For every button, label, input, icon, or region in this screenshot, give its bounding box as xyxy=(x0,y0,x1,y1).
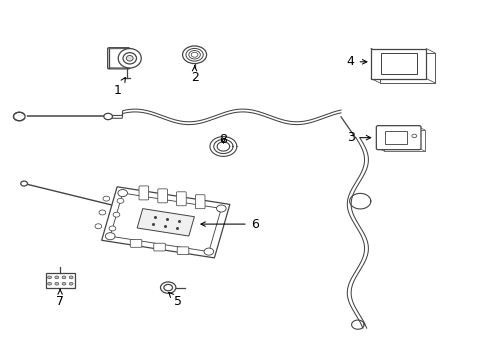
Text: 6: 6 xyxy=(201,217,259,231)
Polygon shape xyxy=(380,53,435,83)
Circle shape xyxy=(21,181,27,186)
Circle shape xyxy=(103,196,110,201)
Bar xyxy=(385,131,408,144)
FancyBboxPatch shape xyxy=(196,195,205,209)
Circle shape xyxy=(104,113,113,120)
Text: 2: 2 xyxy=(191,66,198,84)
Bar xyxy=(381,53,416,74)
Circle shape xyxy=(69,282,73,285)
Text: 8: 8 xyxy=(220,133,227,146)
Ellipse shape xyxy=(126,55,133,61)
Text: 1: 1 xyxy=(114,77,125,96)
FancyBboxPatch shape xyxy=(158,189,168,203)
FancyBboxPatch shape xyxy=(176,192,186,206)
Circle shape xyxy=(118,189,127,197)
FancyBboxPatch shape xyxy=(130,239,142,247)
Text: 5: 5 xyxy=(169,293,182,308)
Circle shape xyxy=(412,134,416,138)
Polygon shape xyxy=(137,209,195,236)
FancyBboxPatch shape xyxy=(376,126,421,150)
Polygon shape xyxy=(384,130,425,151)
Circle shape xyxy=(48,276,51,279)
Circle shape xyxy=(55,276,59,279)
Polygon shape xyxy=(110,193,221,252)
Circle shape xyxy=(204,248,214,255)
FancyBboxPatch shape xyxy=(139,186,148,200)
Circle shape xyxy=(95,224,102,229)
Circle shape xyxy=(161,282,176,293)
Circle shape xyxy=(99,210,106,215)
Circle shape xyxy=(109,226,116,231)
FancyBboxPatch shape xyxy=(108,48,130,69)
Circle shape xyxy=(48,282,51,285)
Polygon shape xyxy=(101,187,230,258)
Ellipse shape xyxy=(123,53,137,64)
Circle shape xyxy=(55,282,59,285)
Text: 4: 4 xyxy=(347,55,367,68)
Bar xyxy=(46,273,74,288)
Circle shape xyxy=(69,276,73,279)
Circle shape xyxy=(164,284,172,291)
Ellipse shape xyxy=(118,49,141,68)
Text: 3: 3 xyxy=(347,131,371,144)
FancyBboxPatch shape xyxy=(154,243,165,251)
Circle shape xyxy=(117,198,124,203)
Circle shape xyxy=(62,276,66,279)
Text: 7: 7 xyxy=(56,289,64,308)
Circle shape xyxy=(105,233,115,240)
Circle shape xyxy=(217,205,226,212)
Circle shape xyxy=(113,212,120,217)
Polygon shape xyxy=(371,49,426,78)
FancyBboxPatch shape xyxy=(177,247,189,255)
Circle shape xyxy=(62,282,66,285)
